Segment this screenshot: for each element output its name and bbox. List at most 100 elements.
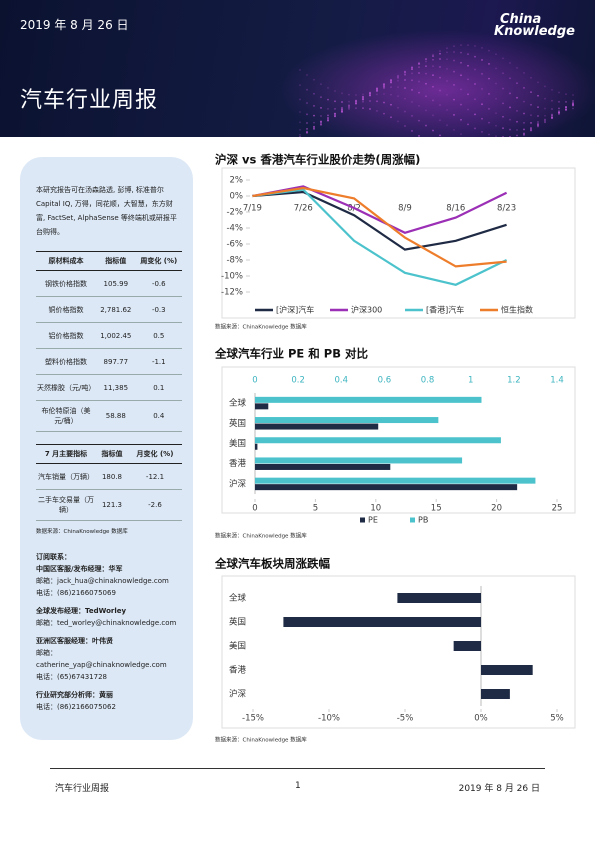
- dot: [376, 100, 378, 103]
- dot: [411, 72, 413, 75]
- dot: [432, 58, 434, 61]
- dot: [348, 105, 350, 107]
- table-cell: 布伦特原油（美元/桶）: [36, 400, 96, 432]
- dot: [439, 52, 441, 55]
- dot: [362, 98, 364, 101]
- bar: [255, 463, 391, 470]
- table-cell: 钢铁价格指数: [36, 270, 96, 297]
- contact-title: 中国区客服/发布经理：华军: [36, 565, 123, 573]
- dot: [467, 78, 469, 81]
- dot: [404, 87, 406, 89]
- dot: [306, 102, 308, 104]
- dot: [411, 114, 413, 117]
- dot: [495, 82, 497, 85]
- dot: [306, 132, 308, 135]
- line-series: [252, 190, 507, 251]
- contact-line: 电话：(86)2166075062: [36, 703, 116, 711]
- y-tick-label: 0%: [230, 192, 244, 202]
- dot: [551, 116, 553, 119]
- dot: [502, 127, 504, 130]
- dot: [544, 97, 546, 100]
- bar: [481, 665, 533, 675]
- dot: [488, 77, 490, 80]
- y-tick-label: -12%: [221, 288, 243, 298]
- dot: [362, 93, 364, 96]
- dot: [467, 64, 469, 67]
- dot: [320, 106, 322, 109]
- dot: [376, 93, 378, 96]
- dot: [404, 71, 406, 74]
- dot: [495, 53, 497, 56]
- dot: [327, 98, 329, 101]
- dot: [369, 93, 371, 96]
- dot: [411, 68, 413, 71]
- dot: [425, 95, 427, 98]
- header-banner: 2019 年 8 月 26 日 China Knowledge 汽车行业周报: [0, 0, 595, 137]
- chart-title: 全球汽车板块周涨跌幅: [214, 557, 330, 571]
- dot: [411, 101, 413, 103]
- dot: [509, 135, 511, 137]
- dot: [418, 91, 420, 94]
- dot: [432, 55, 434, 57]
- dot: [411, 66, 413, 69]
- dot: [306, 122, 308, 124]
- dot: [348, 106, 350, 109]
- dot: [495, 67, 497, 70]
- y-tick-label: 香港: [229, 458, 247, 469]
- dot: [453, 84, 455, 86]
- dot: [439, 58, 441, 60]
- bar: [453, 641, 481, 651]
- report-title: 汽车行业周报: [20, 88, 159, 113]
- dot: [523, 132, 525, 135]
- bar: [255, 403, 269, 410]
- dot: [425, 58, 427, 61]
- dot: [418, 63, 420, 65]
- dot: [502, 115, 504, 118]
- dot: [530, 103, 532, 106]
- y-tick-label: 2%: [230, 176, 244, 186]
- legend-label: [香港]汽车: [426, 305, 464, 315]
- dot: [572, 107, 574, 110]
- dot: [565, 105, 567, 108]
- dot: [355, 107, 357, 110]
- dot: [523, 86, 525, 89]
- source-note: 数据来源：ChinaKnowledge 数据库: [215, 532, 307, 540]
- x-tick-label: 0%: [474, 714, 488, 724]
- dot: [537, 115, 539, 117]
- source-note: 数据来源：ChinaKnowledge 数据库: [215, 323, 307, 331]
- dot: [334, 115, 336, 118]
- table-cell: 铜价格指数: [36, 296, 96, 323]
- dot: [348, 93, 350, 96]
- dot: [565, 101, 567, 103]
- dot: [467, 108, 469, 111]
- dot: [299, 135, 301, 137]
- dot: [404, 125, 406, 127]
- dot: [404, 72, 406, 75]
- y-tick-label: -4%: [226, 224, 243, 234]
- dot: [488, 93, 490, 95]
- dot: [530, 127, 532, 130]
- dot: [530, 122, 532, 124]
- table-header-row: 7 月主要指标 指标值 月变化 (%): [36, 444, 182, 464]
- dot: [425, 124, 427, 127]
- dot: [306, 113, 308, 116]
- dot: [313, 126, 315, 129]
- legend-swatch: [360, 517, 365, 523]
- table-row: 钢铁价格指数 105.99 -0.6: [36, 270, 182, 297]
- dot: [530, 127, 532, 129]
- dot: [509, 128, 511, 131]
- dot: [523, 121, 525, 124]
- dot: [334, 107, 336, 110]
- table-cell: 天然橡胶（元/吨）: [36, 374, 96, 401]
- dot: [313, 128, 315, 130]
- dot: [544, 121, 546, 124]
- header-cell: 7 月主要指标: [36, 444, 96, 464]
- table-cell: 1,002.45: [96, 322, 136, 349]
- dot: [551, 114, 553, 117]
- y-tick-label: -8%: [226, 256, 243, 266]
- dot: [481, 130, 483, 133]
- bar: [283, 617, 481, 627]
- dot: [439, 89, 441, 92]
- dot: [369, 94, 371, 97]
- dot: [355, 94, 357, 96]
